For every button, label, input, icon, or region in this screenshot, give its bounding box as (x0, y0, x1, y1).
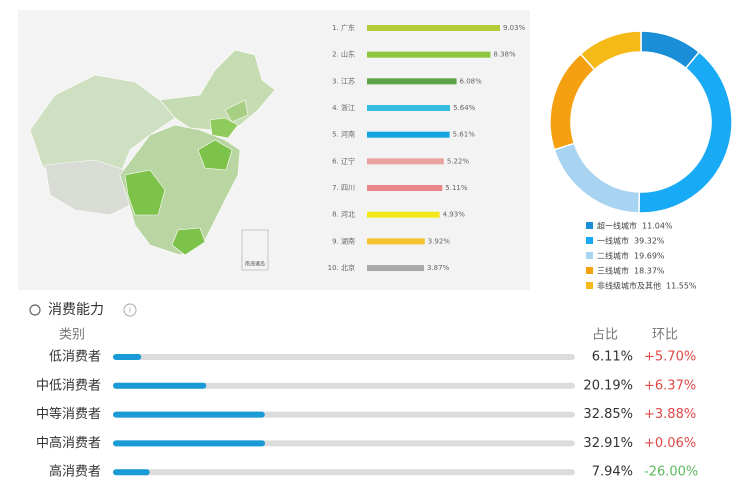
share-value: 6.11% (592, 350, 633, 365)
value-label: 8.38% (493, 51, 516, 59)
bar (367, 25, 501, 31)
value-label: 6.08% (460, 77, 483, 85)
change-value: -26.00% (644, 465, 698, 480)
donut-slice (579, 30, 642, 71)
category-label: 1. 广东 (332, 23, 355, 32)
column-header: 类别 (59, 328, 85, 343)
change-value: +6.37% (644, 378, 696, 393)
legend-label: 二线城市 (597, 251, 629, 261)
share-value: 20.19% (583, 378, 633, 393)
category-label: 7. 四川 (332, 184, 355, 192)
share-value: 7.94% (592, 465, 633, 480)
value-label: 3.87% (427, 264, 450, 272)
bar (367, 265, 425, 272)
row-label: 中高消费者 (36, 435, 101, 451)
map-region (209, 117, 239, 139)
map-region (124, 169, 166, 216)
bar (367, 131, 450, 138)
bar (367, 158, 444, 165)
section-title: 消费能力 (48, 302, 104, 318)
legend-value: 39.32% (634, 237, 665, 246)
map-region (44, 159, 131, 216)
row-label: 中等消费者 (36, 406, 101, 422)
map-region (171, 227, 206, 256)
legend-swatch (586, 237, 593, 244)
legend-swatch (586, 282, 593, 289)
category-label: 10. 北京 (328, 263, 355, 272)
share-value: 32.85% (583, 407, 633, 422)
donut-slice (549, 52, 596, 151)
legend-label: 一线城市 (597, 236, 629, 246)
donut-slice (638, 50, 733, 214)
category-label: 4. 浙江 (332, 103, 355, 112)
legend-value: 11.04% (642, 222, 673, 231)
change-value: +5.70% (644, 350, 696, 365)
bar (367, 185, 443, 192)
bar (367, 238, 425, 245)
progress-bar (113, 382, 207, 389)
legend-label: 非线级城市及其他 (597, 281, 661, 291)
category-label: 3. 江苏 (332, 76, 355, 85)
category-label: 6. 辽宁 (332, 156, 355, 165)
legend-swatch (586, 222, 593, 229)
legend-label: 三线城市 (597, 266, 629, 276)
legend-label: 超一线城市 (597, 221, 637, 231)
change-value: +3.88% (644, 407, 696, 422)
legend-swatch (586, 267, 593, 274)
value-label: 5.61% (453, 131, 476, 139)
column-header: 环比 (652, 328, 678, 343)
share-value: 32.91% (583, 436, 633, 451)
bar (367, 51, 491, 58)
value-label: 4.93% (443, 211, 466, 219)
value-label: 9.03% (503, 24, 526, 32)
row-label: 低消费者 (49, 350, 101, 365)
icon (29, 304, 41, 316)
category-label: 2. 山东 (332, 50, 355, 59)
progress-bar (113, 354, 142, 360)
category-label: 8. 河北 (332, 211, 355, 219)
info-icon[interactable] (123, 303, 137, 317)
china-map: 南海诸岛 (29, 49, 276, 271)
legend-value: 19.69% (634, 252, 665, 261)
row-label: 高消费者 (49, 464, 101, 480)
bar (367, 78, 457, 85)
legend-value: 11.55% (666, 282, 697, 291)
progress-track (113, 469, 575, 476)
consumption-header: 消费能力 i 类别 占比 环比 (29, 302, 678, 343)
value-label: 5.11% (445, 184, 468, 192)
progress-bar (113, 440, 266, 447)
legend-swatch (586, 252, 593, 259)
progress-bar (113, 469, 150, 476)
progress-bar (113, 411, 265, 418)
progress-track (113, 354, 575, 360)
map-region (224, 99, 249, 123)
value-label: 3.92% (428, 237, 451, 245)
inset-box (241, 229, 269, 271)
bar (367, 211, 440, 218)
value-label: 5.64% (453, 104, 476, 112)
change-value: +0.06% (644, 436, 696, 451)
map-region (197, 139, 233, 171)
column-header: 占比 (592, 328, 618, 343)
inset-label: 南海诸岛 (245, 261, 265, 268)
category-label: 5. 河南 (332, 130, 355, 139)
donut-slice (553, 142, 641, 214)
category-label: 9. 湖南 (332, 236, 355, 245)
info-icon-i: i (129, 306, 131, 315)
progress-track (113, 382, 575, 389)
bar (367, 105, 451, 112)
row-label: 中低消费者 (36, 378, 101, 393)
legend-value: 18.37% (634, 267, 665, 276)
value-label: 5.22% (447, 157, 470, 165)
